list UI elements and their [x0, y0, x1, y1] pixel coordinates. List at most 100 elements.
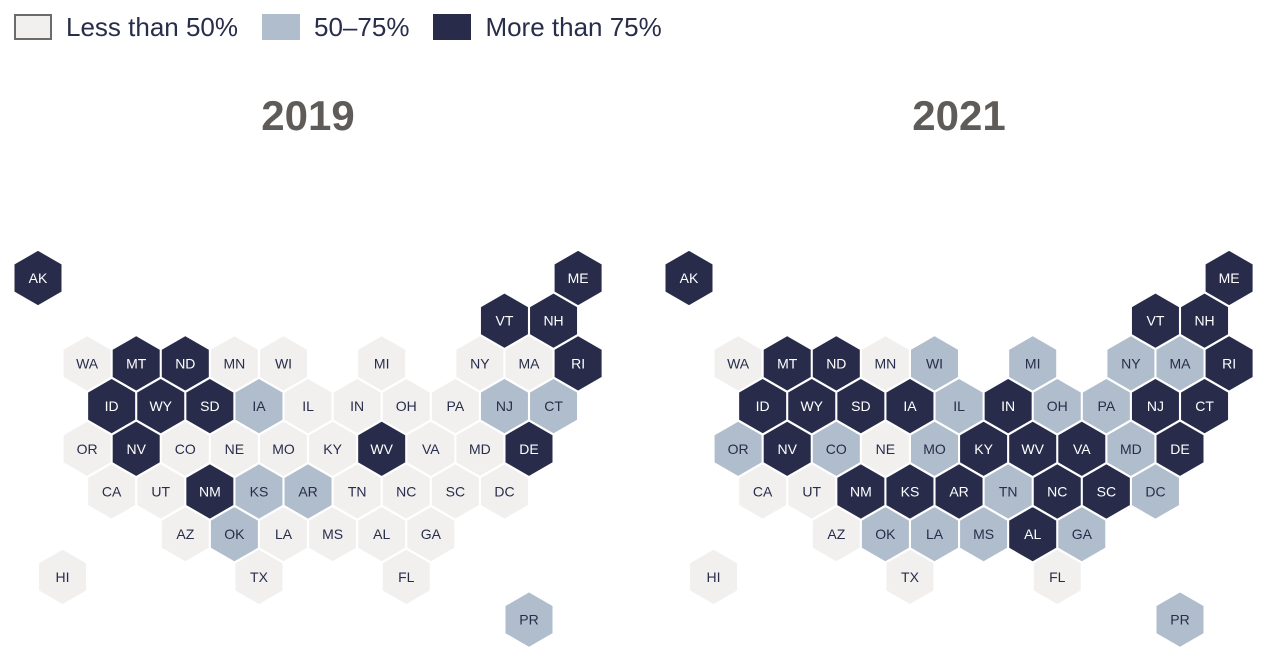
state-hex-ca: CA — [737, 462, 788, 521]
state-hex-sd: SD — [835, 377, 886, 435]
state-hex-de: DE — [504, 419, 554, 478]
state-hex-pr: PR — [1155, 590, 1205, 649]
state-label: UT — [802, 484, 821, 500]
legend-swatch-high — [433, 14, 472, 40]
state-hex-mi: MI — [1007, 334, 1058, 393]
state-hex-ri: RI — [1204, 334, 1255, 393]
state-label: OK — [224, 526, 245, 542]
state-hex-me: ME — [553, 249, 604, 307]
state-label: AK — [680, 270, 699, 286]
state-hex-shape — [553, 249, 604, 307]
state-label: NJ — [496, 398, 513, 414]
state-label: NY — [470, 355, 490, 371]
state-label: CA — [753, 484, 773, 500]
state-label: IL — [302, 398, 314, 414]
state-hex-in: IN — [983, 377, 1034, 435]
state-hex-in: IN — [332, 377, 383, 435]
state-label: AZ — [176, 526, 194, 542]
state-label: CO — [826, 441, 847, 457]
map-title-2019: 2019 — [261, 92, 355, 139]
state-hex-wy: WY — [786, 377, 837, 435]
state-label: KS — [901, 484, 920, 500]
state-label: NH — [543, 313, 563, 329]
state-label: NY — [1121, 355, 1141, 371]
state-label: OK — [875, 526, 896, 542]
state-hex-ri: RI — [553, 334, 604, 393]
state-label: WI — [275, 355, 292, 371]
state-hex-shape — [479, 462, 530, 521]
state-label: MI — [1025, 355, 1041, 371]
state-label: KY — [974, 441, 993, 457]
state-hex-shape — [553, 334, 604, 393]
state-label: AZ — [827, 526, 845, 542]
state-label: RI — [571, 355, 585, 371]
state-hex-shape — [1179, 291, 1230, 350]
state-hex-tx: TX — [884, 548, 935, 606]
state-label: ME — [568, 270, 589, 286]
state-label: KS — [250, 484, 269, 500]
state-label: OR — [77, 441, 98, 457]
state-hex-tx: TX — [233, 548, 284, 606]
state-hex-ky: KY — [958, 419, 1009, 478]
legend-label-mid: 50–75% — [314, 11, 410, 42]
state-hex-ut: UT — [135, 462, 186, 521]
state-label: MS — [322, 526, 343, 542]
legend-item-low: Less than 50% — [14, 12, 238, 43]
state-hex-shape — [13, 249, 63, 307]
hex-map-2021: AK ME VT NH WA MT ND MN WI MI NY MA RI ID WY SD IA IL IN OH… — [664, 249, 1255, 649]
state-hex-nv: NV — [111, 419, 162, 478]
legend-swatch-mid — [262, 14, 301, 40]
state-label: SC — [1097, 484, 1116, 500]
state-hex-shape — [37, 548, 88, 606]
state-hex-wv: WV — [356, 419, 407, 478]
state-hex-mt: MT — [762, 334, 813, 393]
state-hex-mo: MO — [909, 419, 960, 478]
state-label: SD — [851, 398, 870, 414]
state-hex-shape — [1007, 334, 1058, 393]
state-label: WA — [76, 355, 99, 371]
state-label: MA — [1170, 355, 1192, 371]
state-label: NH — [1194, 313, 1214, 329]
state-hex-me: ME — [1204, 249, 1255, 307]
state-hex-shape — [528, 291, 579, 350]
state-hex-nd: ND — [811, 334, 862, 393]
state-hex-fl: FL — [381, 548, 432, 606]
legend-item-high: More than 75% — [433, 12, 662, 43]
state-label: VT — [496, 313, 514, 329]
state-hex-shape — [504, 590, 554, 649]
state-hex-nv: NV — [762, 419, 813, 478]
state-label: OH — [1047, 398, 1068, 414]
state-label: MA — [519, 355, 541, 371]
state-label: WY — [149, 398, 172, 414]
state-label: CT — [544, 398, 563, 414]
state-label: KY — [323, 441, 342, 457]
state-label: OH — [396, 398, 417, 414]
state-hex-shape — [1032, 548, 1083, 606]
state-label: SD — [200, 398, 219, 414]
state-hex-nm: NM — [835, 462, 886, 521]
state-label: MN — [875, 355, 897, 371]
state-hex-ok: OK — [209, 505, 260, 564]
state-hex-ct: CT — [528, 377, 579, 435]
state-label: NV — [126, 441, 146, 457]
state-label: NC — [1047, 484, 1067, 500]
state-label: TN — [348, 484, 367, 500]
state-hex-shape — [405, 505, 456, 564]
state-label: DC — [1145, 484, 1165, 500]
state-label: IL — [953, 398, 965, 414]
state-label: PA — [1098, 398, 1116, 414]
state-hex-shape — [1056, 505, 1107, 564]
state-label: MT — [777, 355, 798, 371]
legend-swatch-low — [14, 14, 52, 40]
state-label: ID — [756, 398, 770, 414]
state-label: VT — [1147, 313, 1165, 329]
state-hex-nm: NM — [184, 462, 235, 521]
state-hex-ut: UT — [786, 462, 837, 521]
state-label: MD — [1120, 441, 1142, 457]
state-hex-ak: AK — [13, 249, 63, 307]
state-label: PA — [447, 398, 465, 414]
state-label: WY — [800, 398, 823, 414]
state-label: ND — [826, 355, 846, 371]
state-label: NJ — [1147, 398, 1164, 414]
